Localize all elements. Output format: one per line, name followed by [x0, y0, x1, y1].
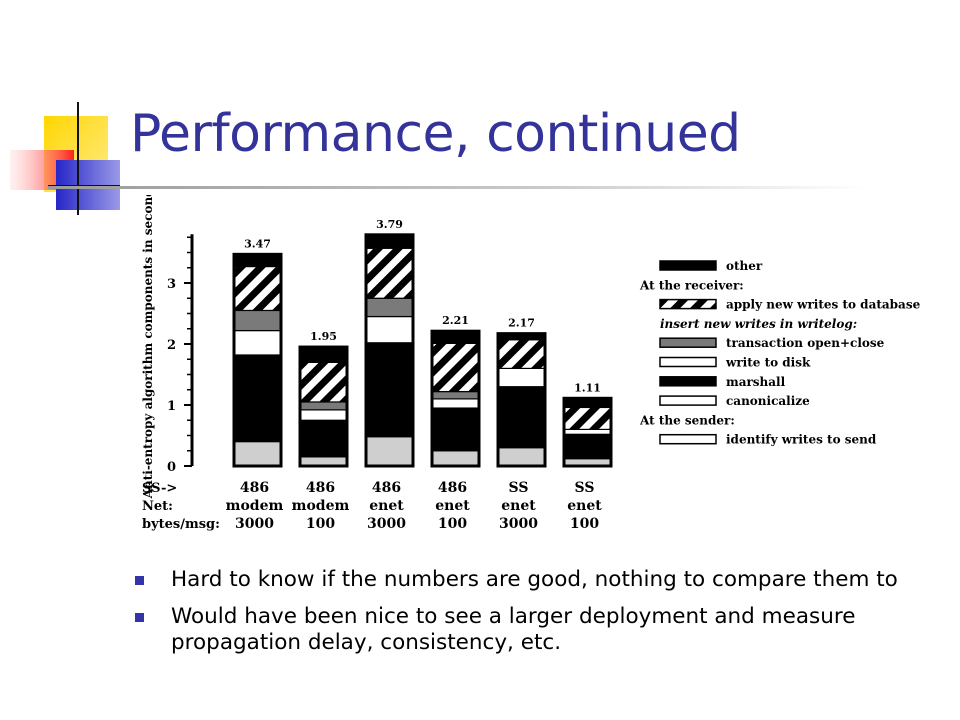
- y-tick-label: 3: [167, 277, 176, 292]
- x-tick-ss: 486: [438, 480, 467, 496]
- bar-segment: [365, 436, 414, 467]
- slide-title: Performance, continued: [130, 104, 741, 164]
- x-tick-bytes: 3000: [499, 516, 538, 532]
- x-tick-ss: SS: [575, 480, 595, 496]
- legend-swatch: [659, 433, 717, 445]
- x-tick-net: modem: [226, 498, 284, 514]
- bar-segment: [365, 247, 414, 299]
- bar-segment: [365, 342, 414, 438]
- bar-outline: [496, 332, 547, 468]
- bar-outline: [232, 252, 283, 468]
- x-row-header: SS->: [142, 481, 177, 496]
- bar-total-label: 2.21: [442, 314, 469, 327]
- bar-segment: [233, 329, 282, 356]
- legend-label: marshall: [726, 375, 786, 389]
- bar-segment: [431, 450, 480, 467]
- bar-total-label: 1.95: [310, 330, 337, 343]
- bar-segment: [299, 361, 348, 403]
- x-tick-ss: 486: [306, 480, 335, 496]
- x-tick-bytes: 3000: [367, 516, 406, 532]
- x-tick-net: enet: [369, 498, 404, 514]
- y-tick-label: 0: [167, 460, 176, 475]
- x-tick-bytes: 100: [306, 516, 335, 532]
- bar-outline: [562, 396, 613, 468]
- bar-segment: [365, 234, 414, 249]
- x-tick-bytes: 100: [570, 516, 599, 532]
- stacked-bar-chart: Anti-entropy algorithm components in sec…: [141, 195, 921, 532]
- bar-segment: [299, 401, 348, 411]
- y-tick-label: 1: [167, 399, 176, 414]
- legend-heading: At the receiver:: [639, 278, 744, 292]
- legend-swatch: [659, 376, 717, 387]
- legend-swatch: [659, 298, 717, 310]
- bar-segment: [365, 315, 414, 344]
- bullet-marker: [135, 613, 144, 622]
- bar-segment: [233, 309, 282, 332]
- legend-swatch: [659, 356, 717, 368]
- bullet-item: Would have been nice to see a larger dep…: [133, 604, 933, 656]
- bar-segment: [365, 297, 414, 318]
- bar-segment: [299, 419, 348, 458]
- legend-label: canonicalize: [726, 394, 810, 408]
- bar-segment: [497, 367, 546, 388]
- bar-segment: [299, 346, 348, 363]
- legend-label: other: [726, 259, 763, 273]
- legend-swatch: [659, 337, 717, 348]
- bar-segment: [497, 447, 546, 467]
- slide-corner-logo: [10, 102, 120, 215]
- x-tick-bytes: 3000: [235, 516, 274, 532]
- bullet-text: Would have been nice to see a larger dep…: [171, 604, 856, 655]
- x-tick-ss: 486: [372, 480, 401, 496]
- bar-segment: [233, 354, 282, 443]
- bar-segment: [233, 265, 282, 312]
- x-tick-net: enet: [501, 498, 536, 514]
- bar-outline: [298, 345, 349, 468]
- x-row-header: Net:: [142, 499, 173, 514]
- bar-outline: [430, 329, 481, 468]
- legend-swatch: [659, 260, 717, 271]
- legend-label: transaction open+close: [726, 336, 885, 350]
- legend-label: identify writes to send: [726, 433, 877, 447]
- bar-outline: [364, 233, 415, 468]
- x-tick-net: enet: [567, 498, 602, 514]
- bullet-text: Hard to know if the numbers are good, no…: [171, 567, 898, 592]
- x-tick-ss: 486: [240, 480, 269, 496]
- bar-segment: [497, 339, 546, 369]
- bar-segment: [233, 441, 282, 467]
- y-axis-label: Anti-entropy algorithm components in sec…: [141, 195, 155, 499]
- bar-segment: [431, 330, 480, 344]
- bar-segment: [497, 386, 546, 449]
- bar-segment: [299, 409, 348, 421]
- bullet-marker: [135, 576, 144, 585]
- bar-total-label: 3.79: [376, 218, 403, 231]
- bar-segment: [431, 407, 480, 452]
- bar-total-label: 2.17: [508, 317, 535, 330]
- x-row-header: bytes/msg:: [142, 517, 220, 532]
- bar-segment: [431, 398, 480, 409]
- legend-label: apply new writes to database: [726, 298, 921, 312]
- bar-segment: [563, 428, 612, 435]
- legend-swatch: [659, 395, 717, 406]
- bullet-item: Hard to know if the numbers are good, no…: [133, 567, 933, 593]
- bar-segment: [563, 433, 612, 460]
- bar-segment: [431, 390, 480, 400]
- y-tick-label: 2: [167, 338, 176, 353]
- legend-subheading: insert new writes in writelog:: [660, 317, 857, 331]
- bar-segment: [431, 342, 480, 393]
- title-divider: [48, 186, 868, 189]
- bullet-list: Hard to know if the numbers are good, no…: [133, 567, 933, 667]
- x-tick-ss: SS: [509, 480, 529, 496]
- bar-total-label: 3.47: [244, 237, 271, 250]
- bar-segment: [563, 406, 612, 431]
- legend-label: write to disk: [725, 356, 811, 370]
- legend-heading: At the sender:: [639, 413, 735, 427]
- x-tick-bytes: 100: [438, 516, 467, 532]
- bar-total-label: 1.11: [574, 381, 601, 394]
- x-tick-net: enet: [435, 498, 470, 514]
- x-tick-net: modem: [292, 498, 350, 514]
- bar-segment: [233, 253, 282, 268]
